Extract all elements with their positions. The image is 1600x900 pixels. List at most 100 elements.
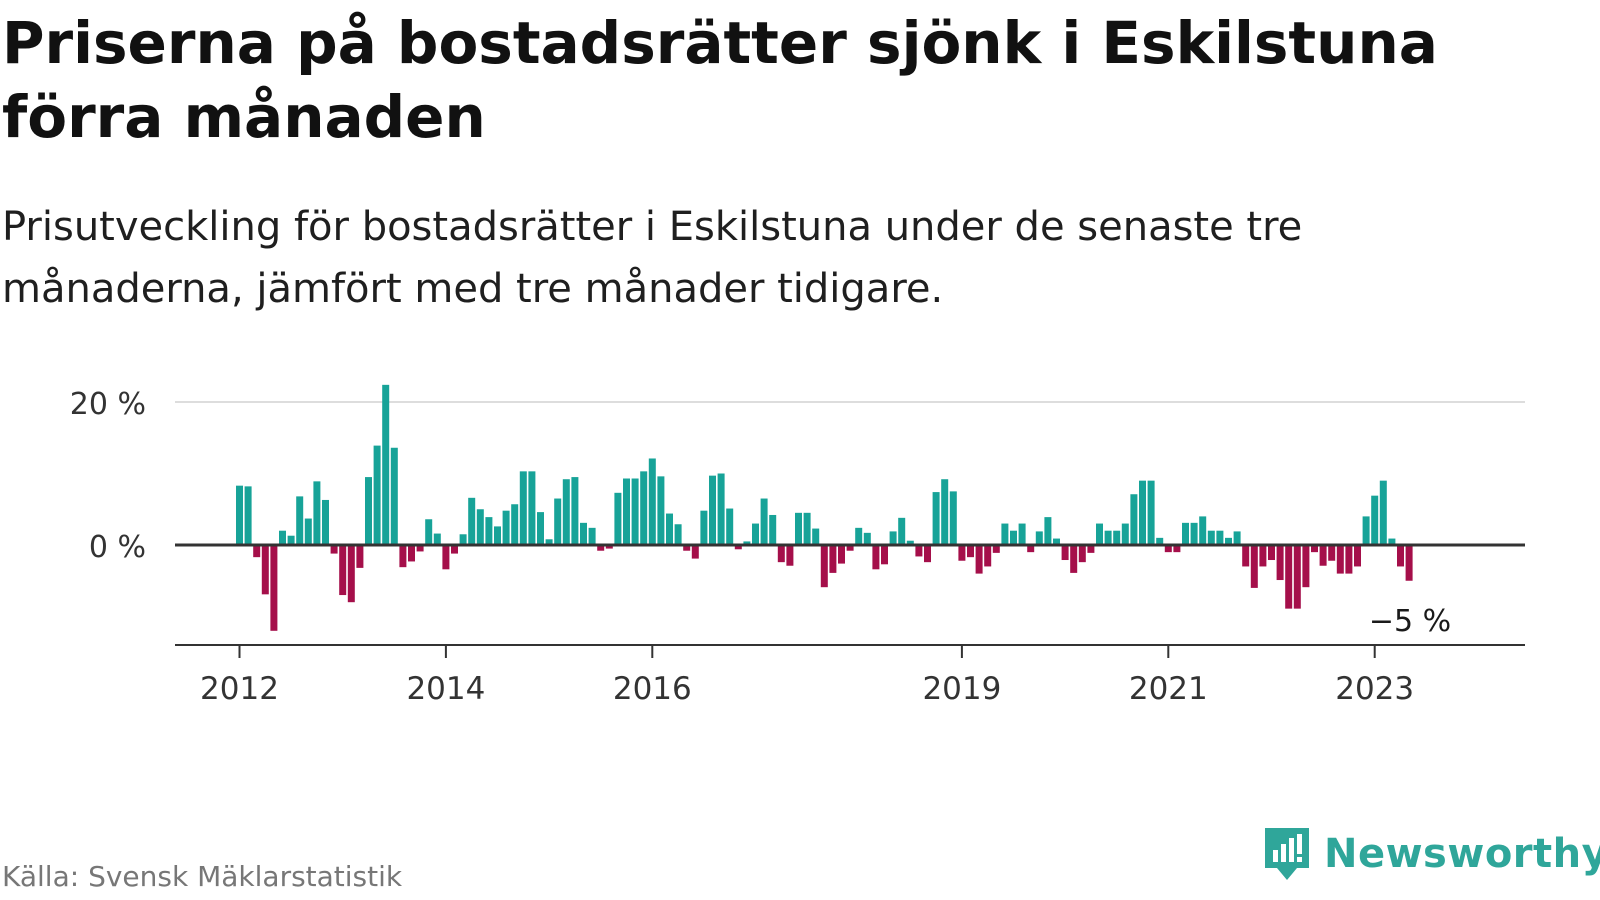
bar: [1078, 545, 1086, 563]
bar: [1113, 530, 1121, 545]
bar: [468, 497, 476, 545]
bar: [648, 458, 656, 545]
bar: [1121, 523, 1129, 545]
bar: [795, 512, 802, 545]
bar: [494, 526, 501, 545]
price-change-bar-chart: 0 % 20 % 2012 2014 2016 2019 2021 2023 −5 %: [70, 384, 1525, 707]
bar: [1242, 545, 1250, 567]
bar: [906, 540, 914, 545]
bar: [1268, 545, 1275, 561]
bar: [322, 499, 329, 545]
bar: [1199, 516, 1207, 545]
bar: [347, 545, 355, 603]
bar: [1130, 494, 1138, 546]
last-value-label: −5 %: [1369, 604, 1451, 639]
bar: [1104, 530, 1112, 545]
bar: [820, 545, 828, 588]
x-tick-label: 2019: [922, 671, 1001, 707]
bar: [1061, 545, 1069, 561]
bar: [1173, 545, 1181, 553]
bar: [967, 545, 974, 558]
bar: [1070, 545, 1078, 573]
bar: [984, 545, 992, 567]
brand-name: Newsworthy: [1324, 831, 1600, 877]
bar: [743, 541, 751, 546]
bar: [949, 491, 957, 546]
bar: [941, 479, 949, 545]
bar: [502, 510, 510, 545]
bar: [261, 545, 269, 595]
bar: [580, 522, 587, 546]
bar: [1225, 537, 1232, 545]
bar: [1147, 480, 1155, 545]
bar: [1285, 545, 1293, 609]
bar: [760, 498, 768, 546]
bar: [304, 518, 312, 545]
bar: [657, 476, 665, 545]
bar: [588, 527, 596, 545]
bar: [812, 528, 820, 546]
x-tick-label: 2014: [406, 671, 485, 707]
bar: [898, 517, 906, 545]
bar: [382, 384, 390, 545]
bar: [1311, 545, 1318, 553]
bar: [863, 532, 871, 545]
bar: [1388, 538, 1396, 545]
bar: [459, 534, 467, 546]
bar: [330, 545, 338, 554]
bar: [1319, 545, 1327, 566]
bar: [752, 523, 759, 545]
bar: [1259, 545, 1267, 567]
bar: [442, 545, 450, 570]
bar: [924, 545, 931, 563]
bar: [244, 486, 252, 545]
x-tick-label: 2023: [1335, 671, 1414, 707]
bar: [846, 545, 854, 551]
x-tick-label: 2012: [200, 671, 279, 707]
bar: [1362, 516, 1370, 545]
bar: [485, 517, 493, 546]
bar: [803, 512, 811, 545]
bar: [1164, 545, 1172, 553]
bar: [889, 531, 897, 545]
brand-logo[interactable]: Newsworthy: [1262, 824, 1600, 884]
bar: [777, 545, 785, 563]
chart-title: Priserna på bostadsrätter sjönk i Eskils…: [2, 9, 1438, 151]
bar: [236, 485, 243, 546]
bar: [1190, 522, 1198, 546]
x-tick-label: 2016: [613, 671, 692, 707]
bar: [545, 539, 553, 545]
bar: [1371, 495, 1379, 545]
y-tick-label: 0 %: [89, 530, 146, 565]
bar: [1010, 530, 1017, 545]
bar: [1053, 538, 1060, 545]
bar: [1018, 523, 1026, 545]
bar: [425, 519, 433, 545]
bar: [399, 545, 407, 568]
bar: [666, 513, 673, 545]
bar: [674, 524, 682, 545]
bar: [339, 545, 347, 596]
bar: [726, 508, 734, 545]
bar: [623, 478, 630, 545]
bar: [279, 530, 286, 545]
bar: [1233, 531, 1241, 545]
bar: [1001, 523, 1009, 545]
source-note: Källa: Svensk Mäklarstatistik: [2, 860, 403, 893]
bar: [373, 445, 381, 545]
bar: [958, 545, 966, 561]
bar: [451, 545, 458, 554]
bar: [365, 477, 372, 545]
bar-chart-logo-icon: [1265, 828, 1309, 880]
bar: [717, 473, 725, 545]
bar: [571, 477, 579, 545]
bar: [537, 512, 544, 545]
bar: [881, 545, 888, 565]
x-tick-label: 2021: [1129, 671, 1208, 707]
bar: [1044, 517, 1052, 546]
bar: [1405, 545, 1413, 581]
y-tick-label: 20 %: [70, 387, 146, 422]
bar: [872, 545, 880, 570]
bar: [975, 545, 983, 574]
bar: [408, 545, 415, 562]
